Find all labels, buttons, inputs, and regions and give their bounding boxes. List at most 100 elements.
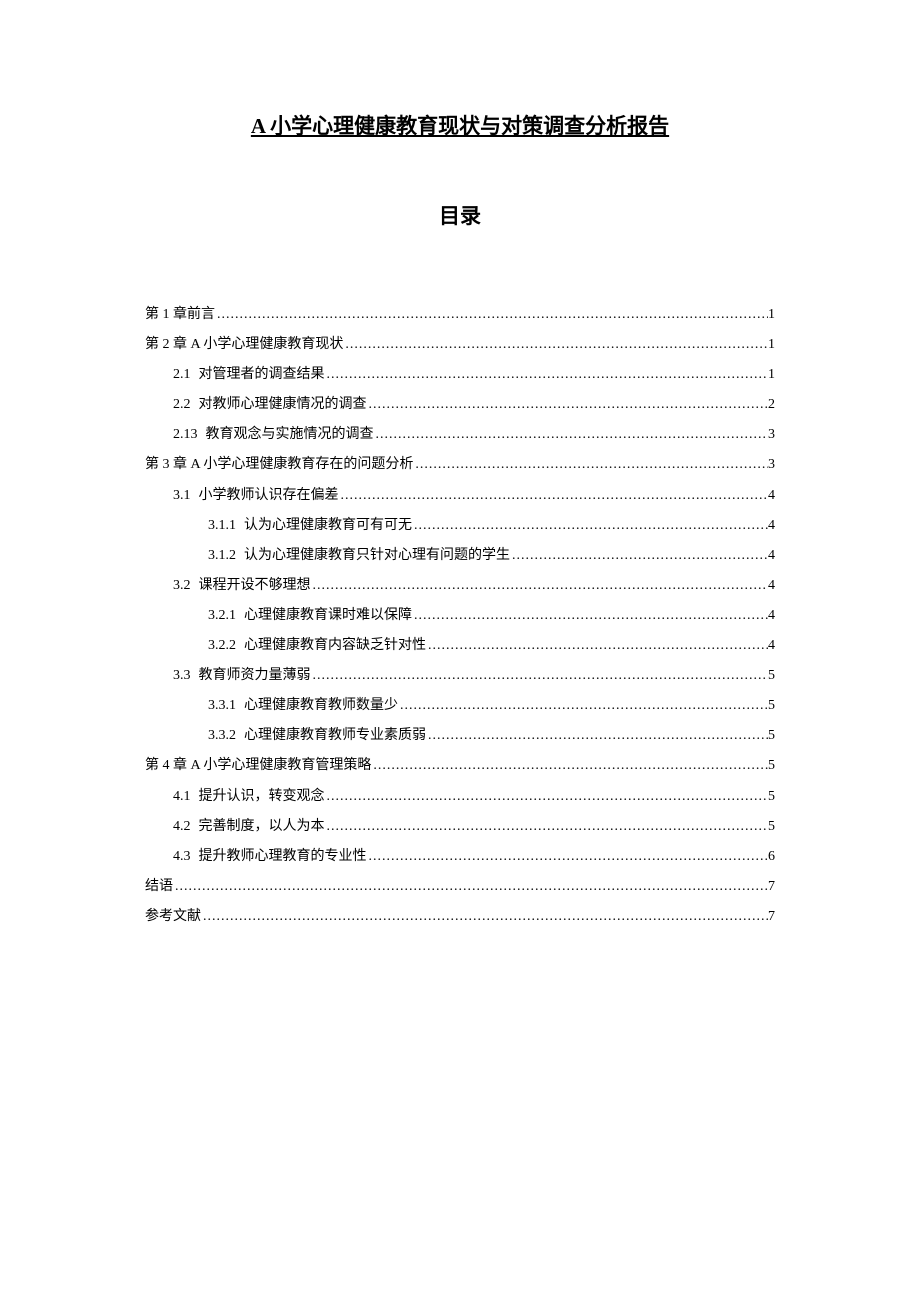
toc-entry: 3.1.2 认为心理健康教育只针对心理有问题的学生 4: [145, 541, 775, 571]
toc-entry: 第 4 章 A 小学心理健康教育管理策略 5: [145, 751, 775, 781]
toc-entry: 2.13教育观念与实施情况的调查 3: [145, 420, 775, 450]
toc-entry-number: 4.1: [173, 789, 191, 804]
toc-entry-label: 3.3.2 心理健康教育教师专业素质弱: [208, 721, 426, 751]
toc-entry-text: 心理健康教育内容缺乏针对性: [244, 638, 426, 653]
toc-entry-page: 4: [768, 541, 775, 571]
toc-list: 第 1 章前言 1第 2 章 A 小学心理健康教育现状 12.1对管理者的调查结…: [145, 300, 775, 932]
toc-entry-text: 提升教师心理教育的专业性: [199, 849, 367, 864]
toc-entry-number: 2.13: [173, 427, 198, 442]
toc-entry-label: 3.3.1 心理健康教育教师数量少: [208, 691, 398, 721]
toc-entry: 第 3 章 A 小学心理健康教育存在的问题分析 3: [145, 450, 775, 480]
toc-entry: 4.3提升教师心理教育的专业性 6: [145, 842, 775, 872]
toc-entry-number: 3.1.2: [208, 548, 236, 563]
toc-leader-dots: [325, 782, 769, 812]
toc-entry-number: 3.3.1: [208, 698, 236, 713]
toc-entry-label: 3.1.2 认为心理健康教育只针对心理有问题的学生: [208, 541, 510, 571]
toc-entry-text: 认为心理健康教育只针对心理有问题的学生: [244, 548, 510, 563]
toc-entry-number: 3.3: [173, 668, 191, 683]
toc-entry-page: 5: [768, 782, 775, 812]
toc-entry-page: 4: [768, 481, 775, 511]
toc-entry-number: 2.1: [173, 367, 191, 382]
toc-leader-dots: [398, 691, 768, 721]
toc-entry: 3.3.2心理健康教育教师专业素质弱 5: [145, 721, 775, 751]
toc-leader-dots: [426, 631, 768, 661]
toc-entry-label: 参考文献: [145, 902, 201, 932]
toc-entry: 第 1 章前言 1: [145, 300, 775, 330]
toc-entry-label: 3.2.2 心理健康教育内容缺乏针对性: [208, 631, 426, 661]
toc-entry-text: 第 1 章前言: [145, 307, 215, 322]
toc-entry-label: 3.1 小学教师认识存在偏差: [173, 481, 339, 511]
toc-leader-dots: [339, 481, 769, 511]
toc-leader-dots: [215, 300, 768, 330]
toc-entry-text: 第 3 章 A 小学心理健康教育存在的问题分析: [145, 457, 413, 472]
toc-leader-dots: [343, 330, 768, 360]
toc-entry-text: 小学教师认识存在偏差: [199, 488, 339, 503]
toc-entry-label: 3.2.1心理健康教育课时难以保障: [208, 601, 412, 631]
toc-entry-label: 3.1.1认为心理健康教育可有可无: [208, 511, 412, 541]
toc-entry: 参考文献 7: [145, 902, 775, 932]
toc-entry-number: 4.2: [173, 819, 191, 834]
toc-entry-number: 3.1: [173, 488, 191, 503]
toc-entry: 第 2 章 A 小学心理健康教育现状 1: [145, 330, 775, 360]
toc-entry-page: 7: [768, 902, 775, 932]
toc-entry-label: 4.2 完善制度，以人为本: [173, 812, 325, 842]
toc-entry-text: 结语: [145, 879, 173, 894]
toc-entry-page: 4: [768, 571, 775, 601]
toc-entry-label: 第 1 章前言: [145, 300, 215, 330]
toc-entry-text: 对管理者的调查结果: [199, 367, 325, 382]
toc-entry-number: 3.2: [173, 578, 191, 593]
toc-leader-dots: [426, 721, 768, 751]
toc-entry-text: 心理健康教育教师数量少: [244, 698, 398, 713]
toc-leader-dots: [311, 661, 769, 691]
toc-entry-number: 3.2.2: [208, 638, 236, 653]
toc-entry: 3.2.1心理健康教育课时难以保障 4: [145, 601, 775, 631]
toc-entry-number: 2.2: [173, 397, 191, 412]
toc-entry-number: 3.3.2: [208, 728, 236, 743]
toc-entry-label: 2.13教育观念与实施情况的调查: [173, 420, 374, 450]
toc-entry-page: 1: [768, 330, 775, 360]
toc-entry-page: 4: [768, 631, 775, 661]
toc-entry-text: 心理健康教育课时难以保障: [244, 608, 412, 623]
toc-entry-number: 3.1.1: [208, 518, 236, 533]
toc-entry-label: 3.2 课程开设不够理想: [173, 571, 311, 601]
toc-leader-dots: [325, 360, 769, 390]
toc-leader-dots: [412, 511, 768, 541]
toc-leader-dots: [311, 571, 769, 601]
toc-leader-dots: [412, 601, 768, 631]
toc-entry-text: 课程开设不够理想: [199, 578, 311, 593]
toc-entry-label: 第 3 章 A 小学心理健康教育存在的问题分析: [145, 450, 413, 480]
toc-entry-page: 6: [768, 842, 775, 872]
toc-entry: 3.2.2 心理健康教育内容缺乏针对性 4: [145, 631, 775, 661]
toc-entry-text: 心理健康教育教师专业素质弱: [244, 728, 426, 743]
toc-entry-label: 2.1 对管理者的调查结果: [173, 360, 325, 390]
toc-entry: 3.1.1认为心理健康教育可有可无 4: [145, 511, 775, 541]
toc-entry-page: 1: [768, 360, 775, 390]
toc-entry: 3.1 小学教师认识存在偏差 4: [145, 481, 775, 511]
toc-entry-text: 提升认识，转变观念: [199, 789, 325, 804]
toc-entry-page: 3: [768, 450, 775, 480]
toc-entry-text: 第 2 章 A 小学心理健康教育现状: [145, 337, 343, 352]
toc-entry: 3.2 课程开设不够理想 4: [145, 571, 775, 601]
toc-entry-page: 5: [768, 812, 775, 842]
toc-leader-dots: [371, 751, 768, 781]
toc-entry-page: 5: [768, 691, 775, 721]
toc-entry-page: 3: [768, 420, 775, 450]
toc-entry-label: 第 2 章 A 小学心理健康教育现状: [145, 330, 343, 360]
toc-entry: 结语 7: [145, 872, 775, 902]
toc-entry-page: 1: [768, 300, 775, 330]
toc-entry-label: 2.2 对教师心理健康情况的调查: [173, 390, 367, 420]
document-page: A 小学心理健康教育现状与对策调查分析报告 目录 第 1 章前言 1第 2 章 …: [0, 0, 920, 932]
toc-entry-page: 5: [768, 751, 775, 781]
document-title: A 小学心理健康教育现状与对策调查分析报告: [145, 110, 775, 140]
toc-entry: 2.2对教师心理健康情况的调查 2: [145, 390, 775, 420]
toc-entry-page: 5: [768, 661, 775, 691]
toc-leader-dots: [510, 541, 768, 571]
toc-entry: 4.1 提升认识，转变观念 5: [145, 782, 775, 812]
toc-leader-dots: [173, 872, 768, 902]
toc-entry-text: 参考文献: [145, 909, 201, 924]
toc-entry-text: 完善制度，以人为本: [199, 819, 325, 834]
toc-entry-text: 对教师心理健康情况的调查: [199, 397, 367, 412]
toc-entry: 2.1 对管理者的调查结果 1: [145, 360, 775, 390]
toc-leader-dots: [413, 450, 768, 480]
toc-leader-dots: [201, 902, 768, 932]
